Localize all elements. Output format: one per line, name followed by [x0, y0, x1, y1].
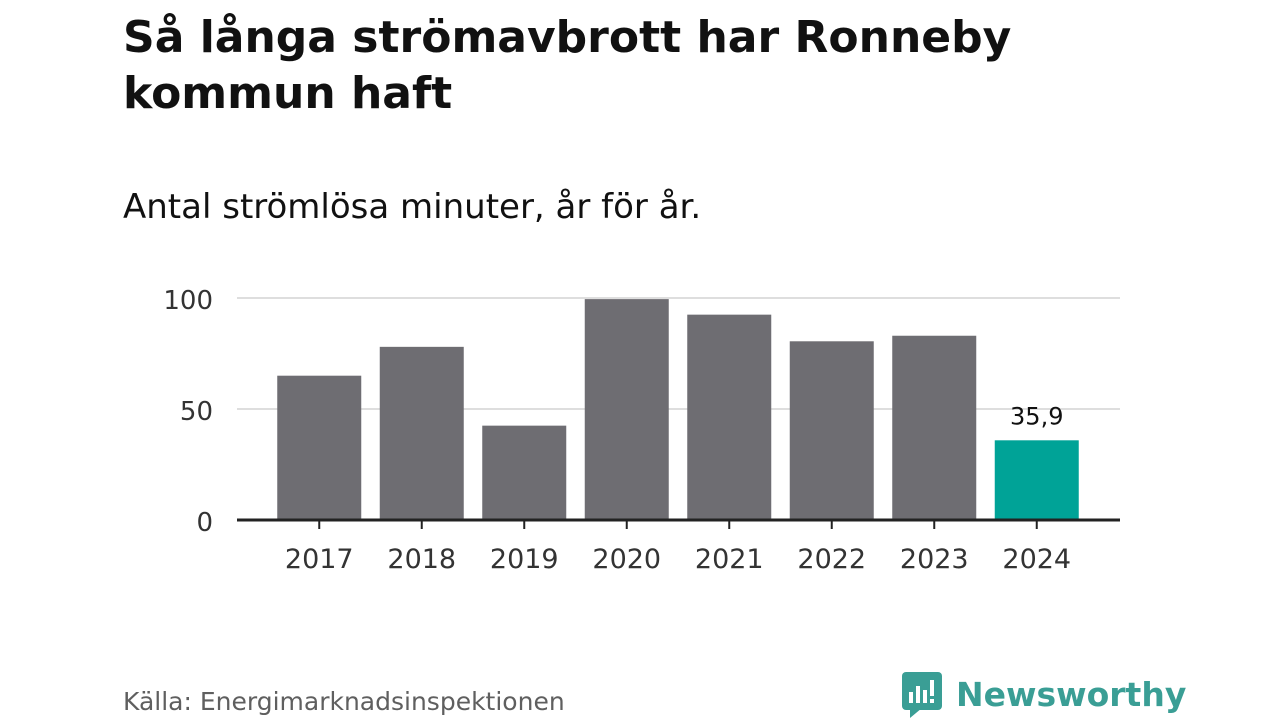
y-tick-label: 0 [196, 508, 213, 538]
x-tick-label: 2020 [592, 544, 661, 575]
grid-lines [237, 297, 1120, 410]
bar-2018 [379, 346, 464, 520]
source-credit: Källa: Energimarknadsinspektionen [123, 687, 565, 716]
bar-2020 [584, 299, 669, 520]
chart-subtitle: Antal strömlösa minuter, år för år. [123, 187, 702, 227]
x-tick-label: 2021 [695, 544, 764, 575]
x-tick-label: 2019 [490, 544, 559, 575]
bar-2021 [687, 314, 772, 520]
bars [277, 299, 1079, 520]
y-tick-label: 100 [163, 286, 213, 316]
x-tick-label: 2017 [285, 544, 354, 575]
data-label: 35,9 [1010, 402, 1063, 430]
labels: 0 50 100 2017 2018 2019 2020 2021 2022 2023 2024 35… [163, 286, 1120, 575]
bar-2023 [892, 335, 977, 520]
x-tick-label: 2023 [900, 544, 969, 575]
y-tick-label: 50 [180, 397, 213, 427]
brand: Newsworthy [902, 672, 1186, 718]
newsworthy-logo-icon [902, 672, 942, 718]
bar-2024 [994, 440, 1079, 520]
bar-2022 [789, 341, 874, 520]
bar-chart: 0 50 100 2017 2018 2019 2020 2021 2022 2023 2024 35… [163, 286, 1120, 575]
chart-title: Så långa strömavbrott har Ronneby kommun… [123, 12, 1012, 119]
x-tick-label: 2018 [387, 544, 456, 575]
x-tick-label: 2024 [1002, 544, 1071, 575]
bar-2017 [277, 375, 362, 520]
bar-2019 [482, 425, 567, 520]
brand-name: Newsworthy [956, 675, 1187, 714]
x-tick-label: 2022 [797, 544, 866, 575]
